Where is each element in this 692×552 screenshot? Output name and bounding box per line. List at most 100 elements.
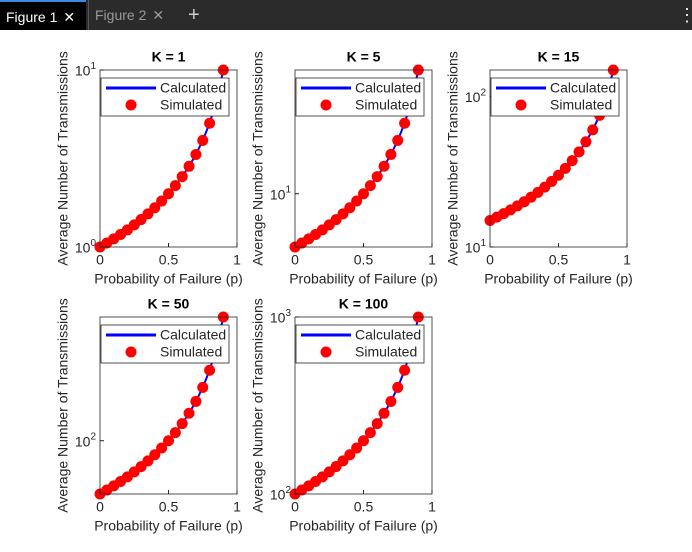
title: K = 100 [339,296,389,312]
x-tick-label: 0.5 [159,252,179,268]
x-tick-label: 0 [96,499,104,515]
simulated-marker [176,171,188,183]
x-tick-label: 0 [96,252,104,268]
simulated-marker [587,124,599,136]
x-tick-label: 1 [623,252,631,268]
y-tick-label: 102 [270,485,292,503]
x-axis-label: Probability of Failure (p) [94,271,243,287]
legend-box [490,77,620,117]
legend-marker [320,99,332,111]
title: K = 1 [152,49,186,65]
simulated-marker [364,180,376,192]
simulated-marker [169,180,181,192]
tab-bar: Figure 1 ✕ Figure 2 ✕ + ⋮ [0,0,692,30]
simulated-marker [163,435,174,447]
y-tick-label: 102 [465,87,487,105]
y-axis-label: Average Number of Transmissions [250,51,266,266]
simulated-marker [371,418,383,430]
simulated-marker [183,407,195,419]
simulated-marker [559,162,571,174]
simulated-marker [566,155,578,167]
simulated-marker [163,188,174,200]
simulated-marker [176,418,188,430]
y-axis-label: Average Number of Transmissions [55,51,71,266]
close-icon[interactable]: ✕ [63,9,76,25]
tab-label: Figure 1 [6,9,58,25]
x-axis-label: Probability of Failure (p) [289,271,438,287]
legend-label: Simulated [355,97,417,113]
simulated-marker [392,381,404,393]
simulated-marker [197,134,209,146]
legend-marker [125,346,137,358]
x-axis-label: Probability of Failure (p) [289,518,438,534]
legend-label: Calculated [355,80,421,96]
simulated-marker [378,407,390,419]
simulated-marker [204,364,216,376]
title: K = 50 [148,296,190,312]
simulated-marker [573,146,585,158]
simulated-marker [358,188,369,200]
legend-label: Calculated [550,80,616,96]
simulated-marker [371,171,383,183]
x-tick-label: 1 [428,499,436,515]
legend-marker [515,99,527,111]
x-tick-label: 0.5 [354,499,374,515]
simulated-marker [183,160,195,172]
legend-marker [320,346,332,358]
x-axis-label: Probability of Failure (p) [484,271,633,287]
legend-box [100,77,230,117]
tab[interactable]: Figure 2 ✕ [88,0,176,30]
simulated-marker [553,169,564,181]
simulated-marker [344,449,356,461]
y-axis-label: Average Number of Transmissions [445,51,461,266]
legend-marker [125,99,137,111]
legend-label: Calculated [160,80,226,96]
legend-label: Simulated [355,344,417,360]
y-tick-label: 101 [270,184,292,202]
y-tick-label: 102 [75,431,97,449]
add-tab-button[interactable]: + [188,4,200,26]
x-tick-label: 0 [486,252,494,268]
legend-box [100,324,230,364]
title: K = 5 [347,49,381,65]
x-tick-label: 1 [428,252,436,268]
simulated-marker [344,202,356,214]
simulated-marker [385,148,397,160]
simulated-marker [385,395,397,407]
y-tick-label: 101 [465,238,487,256]
simulated-marker [351,442,363,454]
legend-box [295,324,425,364]
legend-label: Calculated [355,327,421,343]
simulated-marker [190,148,202,160]
title: K = 15 [538,49,580,65]
simulated-marker [392,134,404,146]
legend-label: Calculated [160,327,226,343]
legend-box [295,77,425,117]
simulated-marker [364,427,376,439]
simulated-marker [169,427,181,439]
legend-label: Simulated [550,97,612,113]
x-tick-label: 0.5 [159,499,179,515]
y-axis-label: Average Number of Transmissions [250,298,266,513]
simulated-marker [149,202,161,214]
tab-active[interactable]: Figure 1 ✕ [0,0,86,30]
menu-button[interactable]: ⋮ [678,5,692,25]
simulated-marker [197,381,209,393]
close-icon[interactable]: ✕ [152,7,165,23]
y-axis-label: Average Number of Transmissions [55,298,71,513]
simulated-marker [156,442,168,454]
simulated-marker [399,117,411,129]
x-axis-label: Probability of Failure (p) [94,518,243,534]
x-tick-label: 0.5 [354,252,374,268]
x-tick-label: 0 [291,252,299,268]
x-tick-label: 1 [233,252,241,268]
simulated-marker [358,435,369,447]
tab-label: Figure 2 [95,7,147,23]
simulated-marker [378,160,390,172]
